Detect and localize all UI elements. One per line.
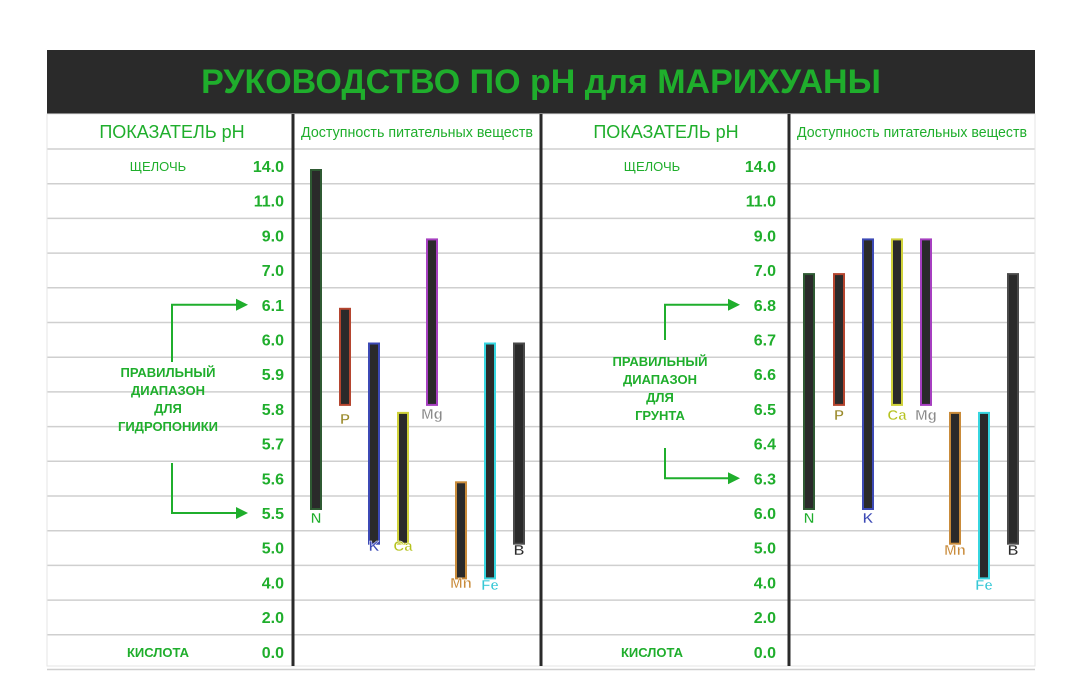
tick-label: 6.0 bbox=[262, 333, 284, 350]
range-label: ГИДРОПОНИКИ bbox=[118, 419, 218, 434]
tick-label: 6.1 bbox=[262, 298, 284, 315]
tick-label: 5.9 bbox=[262, 367, 284, 384]
range-label: ПРАВИЛЬНЫЙ bbox=[121, 365, 216, 380]
nutrient-label: Mg bbox=[421, 406, 443, 423]
range-label: ПРАВИЛЬНЫЙ bbox=[613, 354, 708, 369]
tick-label: 5.7 bbox=[262, 437, 284, 454]
nutrient-label: K bbox=[369, 538, 380, 555]
nutrient-label: P bbox=[834, 407, 844, 424]
ph-axis-header: ПОКАЗАТЕЛЬ pH bbox=[99, 122, 244, 142]
range-label: ДЛЯ bbox=[154, 401, 182, 416]
tick-label: 14.0 bbox=[745, 159, 776, 176]
tick-label: 5.8 bbox=[262, 402, 284, 419]
tick-label: 11.0 bbox=[254, 194, 284, 211]
tick-label: 0.0 bbox=[262, 645, 284, 662]
nutrient-label: P bbox=[340, 411, 350, 428]
nutrient-bar bbox=[339, 307, 351, 406]
range-label: ДИАПАЗОН bbox=[131, 383, 205, 398]
nutrient-label: Ca bbox=[887, 407, 907, 424]
tick-label: 11.0 bbox=[746, 194, 776, 211]
nutrient-label: B bbox=[1008, 542, 1019, 559]
nutrient-bar bbox=[920, 238, 932, 406]
arrowhead-bottom bbox=[728, 472, 740, 485]
nutrient-label: N bbox=[804, 510, 815, 527]
tick-label: 6.0 bbox=[754, 506, 776, 523]
ph-axis-header: ПОКАЗАТЕЛЬ pH bbox=[593, 122, 738, 142]
tick-label: 6.5 bbox=[754, 402, 776, 419]
range-arrow-top bbox=[664, 303, 730, 340]
tick-label: 5.0 bbox=[262, 541, 284, 558]
tick-label: 7.0 bbox=[754, 263, 776, 280]
tick-label: 6.3 bbox=[754, 471, 776, 488]
nutrient-bar bbox=[833, 273, 845, 406]
arrowhead-bottom bbox=[236, 507, 248, 519]
tick-label: 6.4 bbox=[754, 437, 776, 454]
nutrient-label: Mn bbox=[944, 542, 966, 559]
nutrient-bar bbox=[426, 238, 438, 406]
tick-label: 4.0 bbox=[262, 575, 284, 592]
nutrient-label: Mg bbox=[915, 407, 937, 424]
nutrient-bar bbox=[1007, 273, 1019, 545]
tick-label: 5.0 bbox=[754, 541, 776, 558]
nutrient-bar bbox=[978, 411, 990, 580]
alkaline-label: ЩЕЛОЧЬ bbox=[130, 159, 186, 174]
nutrient-bar bbox=[368, 342, 380, 545]
nutrient-bar bbox=[310, 169, 322, 510]
range-label: ДЛЯ bbox=[646, 390, 674, 405]
arrowhead-top bbox=[236, 298, 248, 311]
tick-label: 6.8 bbox=[754, 298, 776, 315]
tick-label: 5.6 bbox=[262, 471, 284, 488]
tick-label: 14.0 bbox=[253, 159, 284, 176]
nutrient-bar bbox=[949, 411, 961, 545]
nutrient-label: B bbox=[514, 542, 525, 559]
range-arrow-top bbox=[171, 303, 238, 362]
acid-label: КИСЛОТА bbox=[127, 645, 190, 660]
nutrient-bar bbox=[397, 411, 409, 545]
tick-label: 5.5 bbox=[262, 506, 284, 523]
tick-label: 9.0 bbox=[754, 228, 776, 245]
tick-label: 2.0 bbox=[262, 610, 284, 627]
nutrient-label: Fe bbox=[481, 577, 499, 594]
nutrient-axis-header: Доступность питательных веществ bbox=[797, 125, 1027, 141]
nutrient-axis-header: Доступность питательных веществ bbox=[301, 125, 533, 141]
tick-label: 2.0 bbox=[754, 610, 776, 627]
alkaline-label: ЩЕЛОЧЬ bbox=[624, 159, 680, 174]
nutrient-bar bbox=[891, 238, 903, 406]
chart-title: РУКОВОДСТВО ПО pH для МАРИХУАНЫ bbox=[47, 50, 1035, 114]
range-label: ДИАПАЗОН bbox=[623, 372, 697, 387]
tick-label: 7.0 bbox=[262, 263, 284, 280]
acid-label: КИСЛОТА bbox=[621, 645, 684, 660]
nutrient-bar bbox=[455, 481, 467, 580]
nutrient-bar bbox=[803, 273, 815, 510]
tick-label: 6.6 bbox=[754, 367, 776, 384]
tick-label: 4.0 bbox=[754, 575, 776, 592]
nutrient-bar bbox=[862, 238, 874, 510]
range-arrow-bottom bbox=[664, 448, 730, 480]
nutrient-label: Fe bbox=[975, 577, 993, 594]
arrowhead-top bbox=[728, 298, 740, 311]
range-label: ГРУНТА bbox=[635, 408, 685, 423]
tick-label: 0.0 bbox=[754, 645, 776, 662]
nutrient-bar bbox=[513, 342, 525, 545]
nutrient-label: Mn bbox=[450, 575, 472, 592]
nutrient-label: K bbox=[863, 510, 874, 527]
nutrient-label: Ca bbox=[393, 538, 413, 555]
tick-label: 9.0 bbox=[262, 228, 284, 245]
tick-label: 6.7 bbox=[754, 333, 776, 350]
range-arrow-bottom bbox=[171, 463, 238, 514]
nutrient-bar bbox=[484, 342, 496, 580]
nutrient-label: N bbox=[311, 510, 322, 527]
